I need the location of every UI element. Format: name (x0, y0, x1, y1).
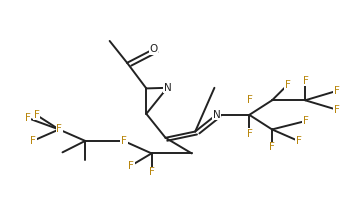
Text: F: F (247, 129, 253, 139)
Text: N: N (213, 110, 220, 120)
Text: F: F (25, 113, 31, 123)
Text: O: O (150, 44, 158, 54)
Text: F: F (303, 76, 308, 85)
Text: F: F (285, 80, 291, 90)
Text: F: F (334, 105, 340, 115)
Text: F: F (296, 136, 302, 146)
Text: F: F (56, 124, 62, 134)
Text: F: F (149, 167, 155, 177)
Text: F: F (247, 95, 253, 105)
Text: F: F (303, 116, 308, 126)
Text: N: N (164, 83, 171, 93)
Text: F: F (269, 142, 275, 152)
Text: F: F (334, 86, 340, 96)
Text: F: F (34, 110, 39, 120)
Text: F: F (128, 161, 134, 171)
Text: F: F (121, 136, 127, 146)
Text: F: F (30, 136, 36, 146)
